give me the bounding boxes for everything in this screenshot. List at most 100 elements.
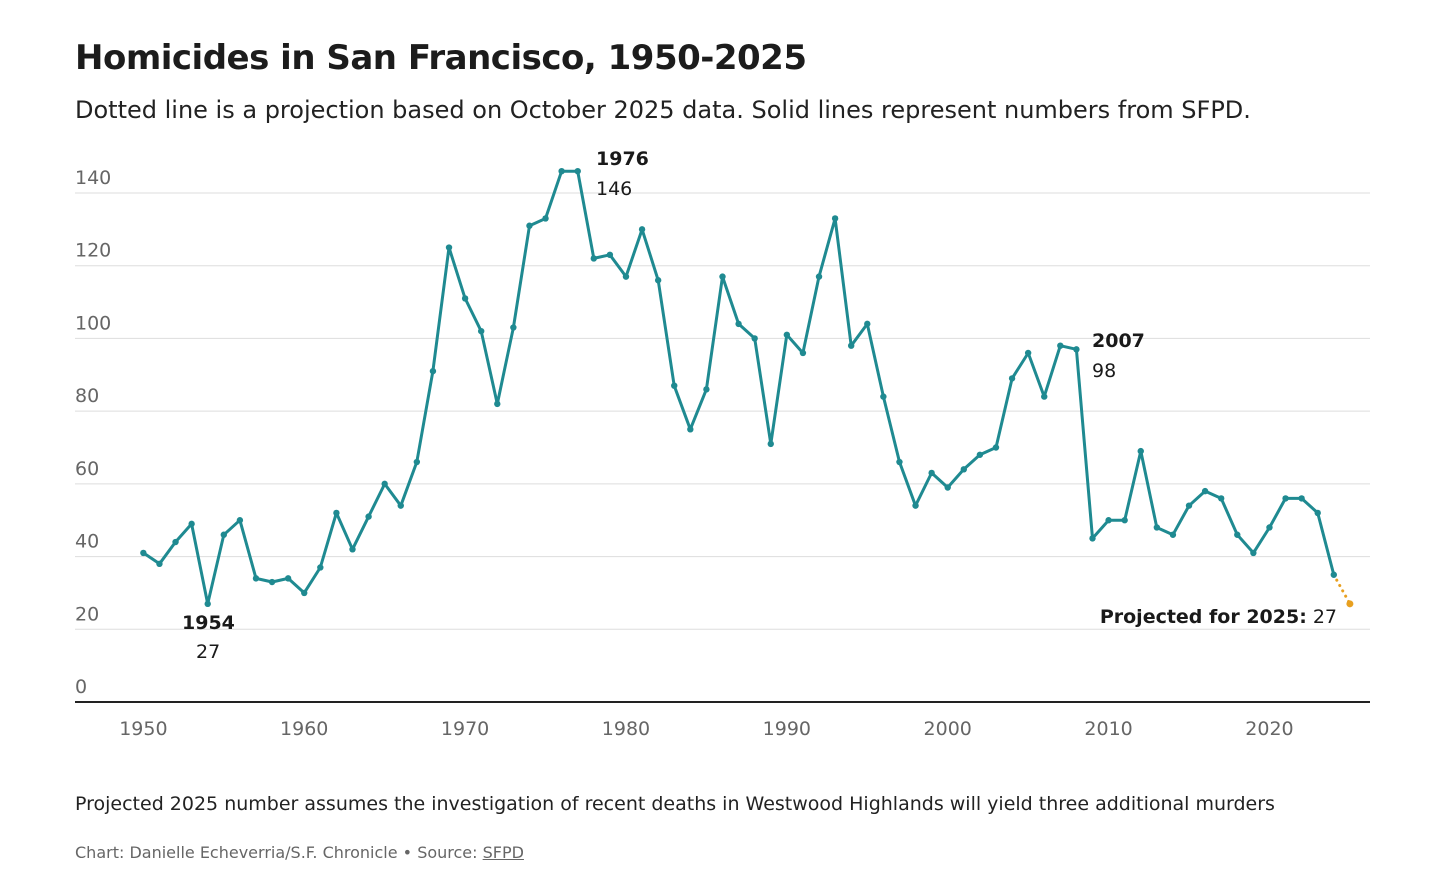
data-point-1962 <box>333 509 340 517</box>
data-point-1978 <box>590 255 598 262</box>
gridlines <box>75 192 1370 630</box>
data-point-2000 <box>944 484 951 491</box>
svg-text:Projected for 2025:27: Projected for 2025: 27 <box>1100 606 1337 628</box>
data-point-2013 <box>1153 524 1161 531</box>
x-tick-label: 1950 <box>119 718 167 740</box>
data-point-1989 <box>767 440 774 448</box>
data-point-projection-2025 <box>1346 600 1354 608</box>
data-point-1965 <box>381 480 388 488</box>
data-point-1950 <box>140 549 147 557</box>
data-point-1960 <box>301 589 308 597</box>
y-tick-label: 0 <box>75 676 87 698</box>
data-point-1974 <box>526 222 533 229</box>
data-point-1966 <box>397 502 404 509</box>
data-point-1988 <box>751 335 758 342</box>
annotation-projection: Projected for 2025: 27 <box>1100 606 1337 628</box>
data-point-1982 <box>654 277 662 284</box>
data-point-1969 <box>445 244 453 251</box>
data-point-1987 <box>735 320 742 328</box>
x-tick-label: 2010 <box>1084 718 1132 740</box>
data-point-1996 <box>880 393 887 400</box>
x-tick-label: 2020 <box>1245 718 1293 740</box>
y-tick-label: 80 <box>75 385 99 407</box>
data-point-1971 <box>477 327 485 335</box>
y-tick-label: 20 <box>75 603 99 625</box>
data-point-1992 <box>815 273 823 280</box>
data-point-2017 <box>1217 495 1225 502</box>
data-point-1977 <box>574 167 581 175</box>
data-point-1972 <box>494 400 501 408</box>
x-tick-label: 1960 <box>280 718 328 740</box>
data-point-2003 <box>992 444 1000 451</box>
data-point-2022 <box>1298 495 1305 502</box>
y-tick-label: 60 <box>75 458 99 480</box>
data-point-2004 <box>1008 375 1016 382</box>
data-point-2024 <box>1330 571 1338 578</box>
x-tick-label: 1990 <box>763 718 811 740</box>
y-tick-label: 100 <box>75 312 111 334</box>
x-axis-ticks: 1950 1960 1970 1980 1990 2000 2010 2020 <box>119 718 1293 740</box>
data-point-1976 <box>558 167 565 175</box>
data-point-1995 <box>864 320 871 328</box>
data-point-1955 <box>220 531 228 538</box>
data-point-1951 <box>156 560 163 568</box>
data-point-1994 <box>847 342 855 349</box>
data-point-2019 <box>1250 549 1257 557</box>
data-point-1964 <box>365 513 372 520</box>
data-point-2010 <box>1105 517 1112 524</box>
data-point-1981 <box>638 226 646 233</box>
source-link[interactable]: SFPD <box>482 843 524 862</box>
data-point-1959 <box>284 575 292 582</box>
data-point-1991 <box>799 349 807 357</box>
data-point-2012 <box>1137 447 1144 455</box>
credit-text: Chart: Danielle Echeverria/S.F. Chronicl… <box>75 843 483 862</box>
data-point-1997 <box>896 458 903 466</box>
data-point-1975 <box>542 215 549 222</box>
data-point-1993 <box>831 215 839 222</box>
y-tick-label: 120 <box>75 240 111 262</box>
data-point-1958 <box>268 578 276 586</box>
data-point-1967 <box>413 458 421 466</box>
data-point-2009 <box>1089 535 1096 542</box>
data-point-2020 <box>1266 524 1273 531</box>
footnote: Projected 2025 number assumes the invest… <box>75 793 1275 815</box>
annotation-1954: 1954 27 <box>182 612 235 663</box>
x-tick-label: 2000 <box>924 718 972 740</box>
data-point-2006 <box>1041 393 1048 400</box>
data-point-2011 <box>1121 517 1128 524</box>
data-point-2023 <box>1314 509 1321 517</box>
annotation-projection-label: Projected for 2025: <box>1100 606 1307 628</box>
y-tick-label: 140 <box>75 167 111 189</box>
data-point-1956 <box>236 517 244 524</box>
data-point-2015 <box>1185 502 1193 509</box>
data-point-1998 <box>912 502 919 509</box>
annotation-1976-year: 1976 <box>596 148 649 170</box>
data-point-1980 <box>622 273 630 280</box>
data-point-1952 <box>172 538 179 546</box>
series-line-projection <box>1332 573 1352 606</box>
data-point-1961 <box>317 564 324 571</box>
data-point-1957 <box>252 575 260 582</box>
series-line-homicides <box>142 169 1336 606</box>
data-point-2018 <box>1234 531 1241 538</box>
data-point-1973 <box>510 324 517 331</box>
data-point-1985 <box>703 386 710 393</box>
data-points <box>140 167 1354 608</box>
data-point-1999 <box>928 469 935 477</box>
chart-title: Homicides in San Francisco, 1950-2025 <box>75 38 807 78</box>
credit-line: Chart: Danielle Echeverria/S.F. Chronicl… <box>75 843 524 862</box>
annotation-1954-value: 27 <box>196 641 220 663</box>
data-point-1954 <box>204 600 211 608</box>
y-tick-label: 40 <box>75 531 99 553</box>
annotation-2007: 2007 98 <box>1092 330 1145 382</box>
data-point-1970 <box>461 295 469 302</box>
data-point-2014 <box>1169 531 1177 538</box>
data-point-2001 <box>960 466 968 473</box>
annotation-projection-value: 27 <box>1313 606 1337 628</box>
data-point-2005 <box>1024 349 1032 357</box>
data-point-2021 <box>1282 495 1289 502</box>
data-point-1984 <box>687 426 694 433</box>
x-tick-label: 1980 <box>602 718 650 740</box>
data-point-2007 <box>1057 342 1064 349</box>
annotation-1976-value: 146 <box>596 178 632 200</box>
